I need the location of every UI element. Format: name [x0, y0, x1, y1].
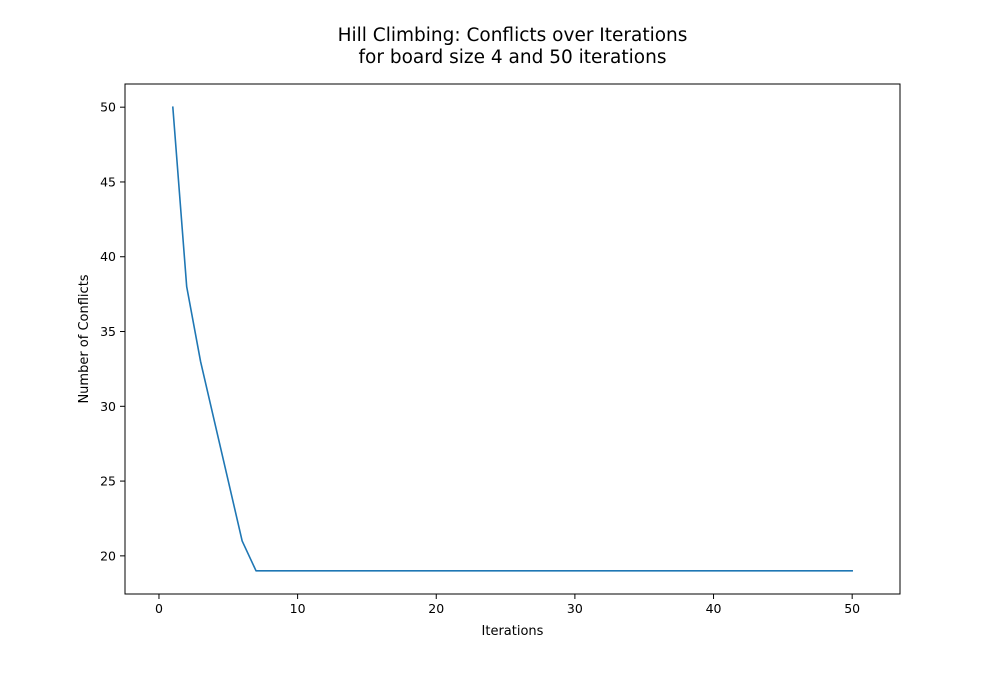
x-tick-label: 50 — [844, 601, 860, 616]
y-tick-label: 40 — [100, 249, 116, 264]
y-tick-label: 30 — [100, 399, 116, 414]
x-tick-label: 20 — [428, 601, 444, 616]
ticks-layer: 0 10 20 30 40 50 20 25 30 35 40 45 50 — [100, 100, 860, 616]
chart-title-line-1: Hill Climbing: Conflicts over Iterations — [337, 25, 688, 46]
y-tick-label: 35 — [100, 324, 116, 339]
y-tick-label: 25 — [100, 474, 116, 489]
y-tick-label: 20 — [100, 548, 116, 563]
x-tick-label: 10 — [290, 601, 306, 616]
x-tick-label: 40 — [706, 601, 722, 616]
series-line — [171, 106, 853, 572]
x-axis-label: Iterations — [482, 624, 544, 639]
y-tick-label: 45 — [100, 174, 116, 189]
line-layer — [171, 106, 853, 572]
y-axis-label: Number of Conflicts — [77, 274, 92, 403]
chart-title-line-2: for board size 4 and 50 iterations — [358, 47, 667, 68]
x-tick-label: 0 — [155, 601, 163, 616]
axes-frame — [124, 83, 901, 595]
x-tick-label: 30 — [567, 601, 583, 616]
y-tick-label: 50 — [100, 100, 116, 115]
